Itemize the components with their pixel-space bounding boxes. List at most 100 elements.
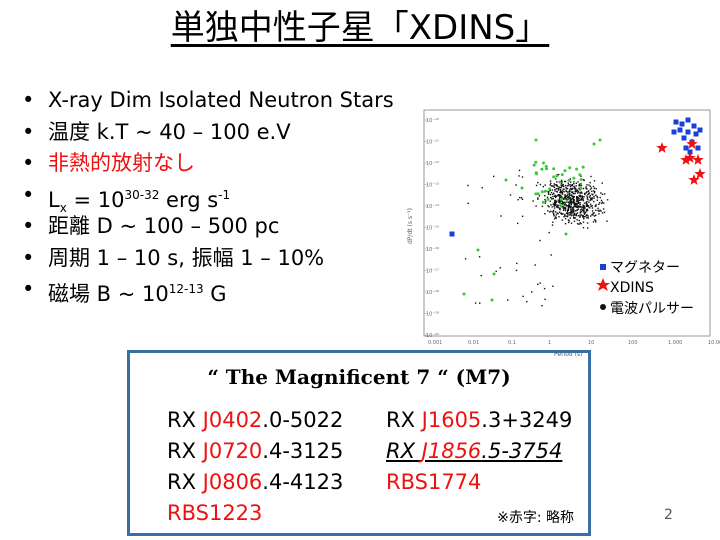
pulsar-point	[555, 184, 557, 186]
pulsar-point	[562, 206, 565, 208]
pulsar-point	[563, 204, 566, 206]
pulsar-point	[559, 198, 561, 201]
pulsar-point	[581, 195, 583, 198]
pulsar-point	[554, 202, 556, 204]
pulsar-point	[551, 198, 553, 200]
x-tick-label: 100	[628, 340, 638, 346]
pulsar-point	[598, 210, 600, 212]
pulsar-point	[577, 181, 579, 183]
pulsar-point	[552, 209, 555, 212]
pulsar-point	[573, 213, 575, 215]
pulsar-point	[586, 222, 589, 224]
pulsar-point	[559, 200, 562, 202]
pulsar-point	[584, 192, 586, 195]
pulsar-point	[569, 200, 572, 202]
pulsar-point	[569, 184, 571, 186]
pulsar-point	[499, 267, 501, 269]
pulsar-point	[569, 198, 572, 200]
pulsar-point	[554, 194, 556, 196]
pulsar-point	[544, 184, 546, 186]
pulsar-point	[545, 200, 547, 202]
green-point	[543, 189, 547, 193]
pulsar-point	[600, 210, 602, 212]
pulsar-point	[584, 211, 587, 214]
pulsar-point	[595, 188, 597, 190]
green-point	[476, 248, 480, 252]
pulsar-point	[563, 207, 565, 209]
xdins-points	[656, 138, 706, 185]
pulsar-point	[569, 178, 571, 180]
y-tick-label: 10⁻¹⁷	[426, 269, 439, 275]
pulsar-point	[565, 204, 567, 206]
pulsar-point	[573, 199, 575, 201]
pulsar-point	[582, 187, 585, 190]
pulsar-point	[558, 188, 560, 190]
pulsar-point	[567, 196, 569, 198]
pulsar-point	[573, 196, 575, 198]
pulsar-point	[563, 216, 565, 218]
pulsar-point	[599, 202, 601, 204]
pulsar-point	[583, 209, 585, 212]
pulsar-point	[583, 212, 585, 214]
pulsar-point	[601, 182, 603, 184]
pulsar-point	[552, 185, 555, 187]
pulsar-point	[521, 176, 524, 178]
pulsar-point	[579, 202, 581, 204]
pulsar-point	[569, 189, 571, 191]
pulsar-point	[522, 295, 524, 298]
pulsar-point	[555, 178, 557, 180]
pulsar-point	[551, 189, 554, 191]
pulsar-point	[601, 212, 604, 214]
pulsar-point	[572, 195, 574, 197]
pulsar-point	[576, 223, 579, 225]
pulsar-point	[593, 195, 595, 198]
pulsar-point	[539, 183, 542, 186]
pulsar-point	[537, 198, 539, 200]
pulsar-point	[564, 194, 566, 196]
pulsar-point	[581, 206, 584, 208]
pulsar-point	[570, 214, 572, 217]
green-point	[560, 173, 564, 177]
pulsar-point	[573, 205, 576, 207]
plot-legend: マグネター XDINS 電波パルサー	[596, 260, 694, 317]
pulsar-point	[567, 208, 570, 210]
pulsar-point	[597, 207, 599, 210]
pulsar-point	[557, 189, 560, 191]
legend-magnetar-marker	[600, 264, 606, 270]
pulsar-point	[572, 193, 575, 195]
pulsar-point	[572, 197, 575, 199]
pulsar-point	[575, 210, 577, 212]
pulsar-point	[581, 209, 584, 211]
pulsar-point	[579, 204, 581, 206]
pulsar-point	[559, 200, 561, 202]
pulsar-point	[556, 181, 558, 183]
pulsar-point	[519, 196, 521, 199]
pulsar-point	[576, 206, 579, 209]
pulsar-point	[547, 191, 550, 193]
pulsar-point	[574, 186, 576, 189]
pulsar-point	[557, 188, 559, 190]
pulsar-point	[521, 215, 524, 217]
pulsar-point	[582, 199, 585, 202]
x-tick-label: 0.01	[468, 340, 479, 346]
pulsar-point	[556, 191, 558, 193]
pulsar-point	[579, 191, 581, 194]
pulsar-point	[562, 184, 564, 186]
pulsar-point	[573, 200, 575, 203]
pulsar-point	[591, 205, 593, 207]
m7-source-highlighted: RX J1856.5-3754	[386, 439, 563, 463]
pulsar-point	[587, 215, 589, 217]
pulsar-point	[555, 217, 557, 219]
pulsar-point	[558, 197, 561, 199]
pulsar-point	[566, 209, 569, 211]
pulsar-point	[560, 182, 563, 185]
magnetar-point	[685, 129, 691, 135]
pulsar-point	[583, 213, 586, 215]
pulsar-point	[584, 212, 586, 214]
green-point	[564, 232, 568, 236]
pulsar-point	[543, 287, 546, 290]
pulsar-point	[580, 214, 583, 216]
pulsar-point	[467, 184, 469, 187]
pulsar-point	[544, 195, 546, 197]
pulsar-point	[564, 215, 566, 217]
